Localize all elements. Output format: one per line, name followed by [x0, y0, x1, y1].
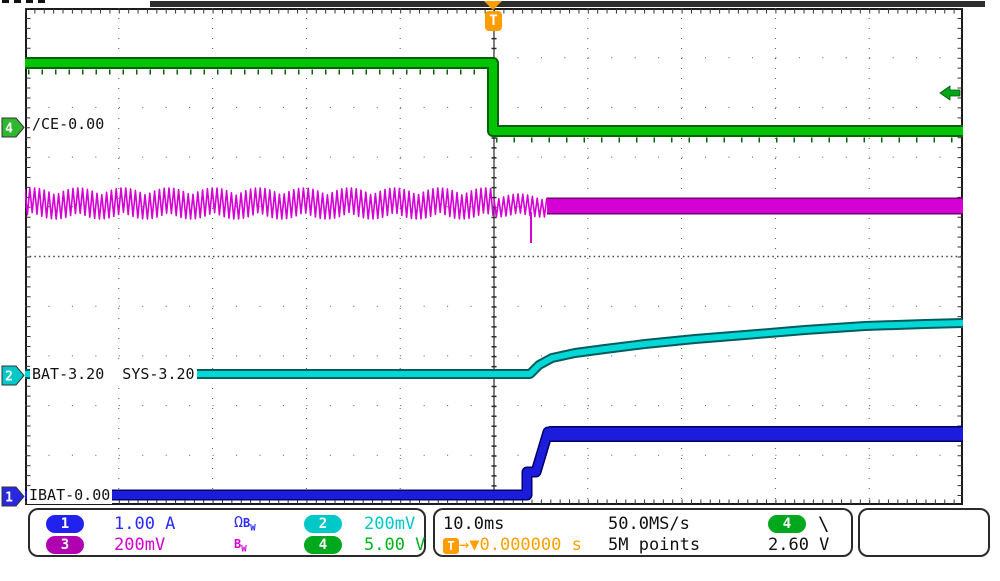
ch2-badge[interactable]: 2 — [304, 514, 342, 533]
trigger-time: 0.000000 s — [479, 534, 582, 555]
waveform-plot — [25, 8, 963, 505]
ch3-scale: 200mV — [114, 534, 166, 555]
trigger-t-icon: T — [443, 537, 459, 554]
svg-text:1: 1 — [5, 491, 13, 506]
timebase-readout: 10.0ms — [443, 513, 505, 534]
sample-rate-readout: 50.0MS/s — [608, 513, 690, 534]
falling-edge-icon: \ — [818, 512, 830, 535]
trace-label: IBAT-0.00 — [27, 486, 113, 504]
empty-readout-box[interactable] — [858, 508, 990, 557]
channel-settings-box[interactable]: 1 1.00 A ΩBW 2 200mV BW 3 200mV BW 4 5.0… — [28, 508, 451, 557]
ch4-badge[interactable]: 4 — [304, 535, 342, 554]
ch1-reference-marker[interactable]: 1 — [1, 486, 26, 507]
trigger-source-badge[interactable]: 4 — [768, 514, 806, 533]
trigger-position-badge[interactable]: T — [485, 11, 502, 31]
trigger-position-icon[interactable] — [484, 1, 502, 10]
ch2-scale: 200mV — [364, 513, 416, 534]
top-left-dashes — [2, 0, 48, 3]
ch1-badge[interactable]: 1 — [46, 514, 84, 533]
trigger-level-readout: 2.60 V — [768, 534, 830, 555]
ch3-badge[interactable]: 3 — [46, 535, 84, 554]
ch2-reference-marker[interactable]: 2 — [1, 365, 26, 386]
ch1-coupling-bandwidth: ΩBW — [234, 513, 256, 534]
ch4-reference-marker[interactable]: 4 — [1, 117, 26, 138]
svg-text:4: 4 — [5, 122, 13, 137]
trigger-arrows: →▼ — [459, 534, 480, 555]
ch4-scale: 5.00 V — [364, 534, 426, 555]
trace-label: /CE-0.00 — [30, 115, 107, 133]
ch1-scale: 1.00 A — [114, 513, 176, 534]
svg-text:2: 2 — [5, 370, 13, 385]
ohm-icon: Ω — [234, 513, 244, 532]
record-length-readout: 5M points — [608, 534, 701, 555]
trace-label: BAT-3.20 SYS-3.20 — [30, 365, 197, 383]
horizontal-trigger-box[interactable]: 10.0ms 50.0MS/s 4 \ T →▼0.000000 s 5M poi… — [433, 508, 853, 557]
waveform-record-bar[interactable] — [150, 1, 985, 7]
trigger-time-readout: T →▼0.000000 s — [435, 535, 608, 555]
trigger-level-arrow[interactable] — [939, 85, 961, 101]
ch3-bandwidth: BW — [234, 537, 247, 555]
